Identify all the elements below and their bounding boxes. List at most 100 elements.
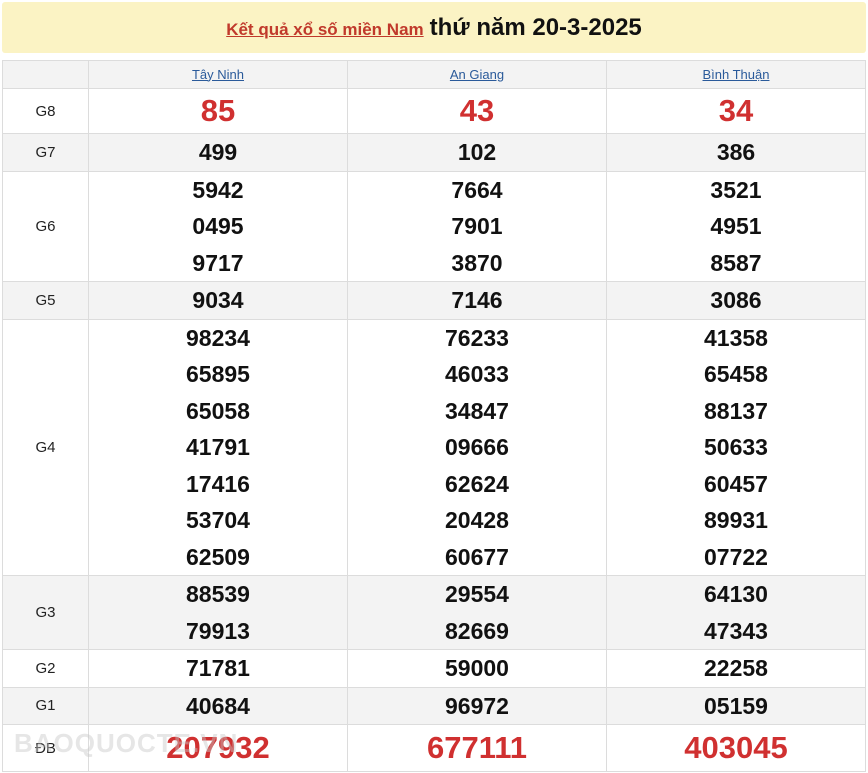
result-cell: 41358 65458 88137 50633 60457 89931 07722	[606, 318, 866, 576]
result-cell: 96972	[347, 686, 607, 725]
prize-label: G3	[2, 575, 89, 650]
prize-row-g1: G1 40684 96972 05159	[2, 686, 866, 725]
result-number: 64130	[704, 581, 768, 607]
result-number: 98234	[186, 324, 250, 351]
prize-label: ĐB	[2, 724, 89, 772]
result-number: 62509	[186, 543, 250, 570]
result-number: 386	[716, 139, 756, 165]
result-number: 403045	[684, 730, 788, 765]
result-cell: 22258	[606, 649, 866, 688]
result-cell: 29554 82669	[347, 575, 607, 650]
result-number: 62624	[445, 470, 509, 497]
result-number: 41791	[186, 434, 250, 460]
result-cell: 5942 0495 9717	[88, 170, 348, 282]
result-cell: 05159	[606, 686, 866, 725]
result-cell: 7664 7901 3870	[347, 170, 607, 282]
result-number: 82669	[445, 617, 509, 644]
result-cell: 71781	[88, 649, 348, 688]
result-number: 60677	[445, 543, 509, 570]
result-number: 07722	[704, 543, 768, 570]
prize-row-g4: G4 98234 65895 65058 41791 17416 53704 62509 762…	[2, 318, 866, 576]
result-number: 65458	[704, 361, 768, 387]
result-number: 47343	[704, 617, 768, 644]
result-number: 41358	[704, 324, 768, 351]
result-number: 9034	[192, 287, 244, 313]
result-cell: 207932	[88, 724, 348, 772]
result-number: 88539	[186, 581, 250, 607]
result-number: 207932	[166, 730, 270, 765]
result-cell: 34	[606, 88, 866, 134]
prize-label: G5	[2, 281, 89, 320]
corner-cell	[2, 60, 89, 89]
result-cell: 64130 47343	[606, 575, 866, 650]
result-number: 46033	[445, 361, 509, 387]
prize-label: G2	[2, 649, 89, 688]
prize-row-g3: G3 88539 79913 29554 82669 64130 47343	[2, 575, 866, 650]
result-number: 34847	[445, 397, 509, 424]
result-cell: 9034	[88, 281, 348, 320]
result-cell: 7146	[347, 281, 607, 320]
prize-label: G8	[2, 88, 89, 134]
result-cell: 85	[88, 88, 348, 134]
result-number: 09666	[445, 434, 509, 460]
result-cell: 499	[88, 133, 348, 172]
result-number: 96972	[445, 692, 509, 719]
prize-row-g8: G8 85 43 34	[2, 88, 866, 134]
result-cell: 102	[347, 133, 607, 172]
result-number: 79913	[186, 617, 250, 644]
result-number: 60457	[704, 470, 768, 497]
prize-row-g2: G2 71781 59000 22258	[2, 649, 866, 688]
result-number: 102	[457, 139, 497, 165]
draw-date: thứ năm 20-3-2025	[429, 14, 642, 41]
result-number: 22258	[704, 655, 768, 681]
result-number: 59000	[445, 655, 509, 681]
result-number: 17416	[186, 470, 250, 497]
province-link[interactable]: An Giang	[449, 66, 505, 82]
result-number: 29554	[445, 581, 509, 607]
prize-label: G1	[2, 686, 89, 725]
result-number: 4951	[710, 213, 762, 239]
result-number: 76233	[445, 324, 509, 351]
result-number: 9717	[192, 249, 244, 276]
prize-row-g6: G6 5942 0495 9717 7664 7901 3870 3521 4951 8587	[2, 170, 866, 282]
result-number: 65058	[186, 397, 250, 424]
result-cell: 3521 4951 8587	[606, 170, 866, 282]
result-number: 34	[718, 93, 754, 128]
result-number: 8587	[710, 249, 762, 276]
result-number: 85	[200, 93, 236, 128]
result-number: 53704	[186, 507, 250, 533]
result-number: 3521	[710, 176, 762, 203]
province-link[interactable]: Bình Thuận	[702, 66, 770, 82]
result-cell: 386	[606, 133, 866, 172]
result-cell: 88539 79913	[88, 575, 348, 650]
result-number: 499	[198, 139, 238, 165]
prize-label: G4	[2, 318, 89, 576]
result-number: 7664	[451, 176, 503, 203]
result-cell: 40684	[88, 686, 348, 725]
prize-label: G7	[2, 133, 89, 172]
result-cell: 59000	[347, 649, 607, 688]
prize-row-g5: G5 9034 7146 3086	[2, 281, 866, 320]
prize-row-g7: G7 499 102 386	[2, 133, 866, 172]
result-number: 88137	[704, 397, 768, 424]
prize-label: G6	[2, 170, 89, 282]
result-number: 89931	[704, 507, 768, 533]
result-number: 40684	[186, 692, 250, 719]
results-link[interactable]: Kết quả xổ số miền Nam	[226, 20, 424, 39]
result-number: 71781	[186, 655, 250, 681]
result-number: 0495	[192, 213, 244, 239]
result-number: 677111	[426, 730, 528, 765]
result-cell: 98234 65895 65058 41791 17416 53704 62509	[88, 318, 348, 576]
result-number: 3870	[451, 249, 503, 276]
result-cell: 76233 46033 34847 09666 62624 20428 60677	[347, 318, 607, 576]
result-number: 50633	[704, 434, 768, 460]
province-link[interactable]: Tây Ninh	[191, 66, 245, 82]
result-cell: 43	[347, 88, 607, 134]
header-row: Tây Ninh An Giang Bình Thuận	[2, 60, 866, 89]
result-number: 20428	[445, 507, 509, 533]
result-cell: 403045	[606, 724, 866, 772]
result-number: 65895	[186, 361, 250, 387]
result-number: 7146	[451, 287, 503, 313]
result-number: 3086	[710, 287, 762, 313]
result-number: 05159	[704, 692, 768, 719]
